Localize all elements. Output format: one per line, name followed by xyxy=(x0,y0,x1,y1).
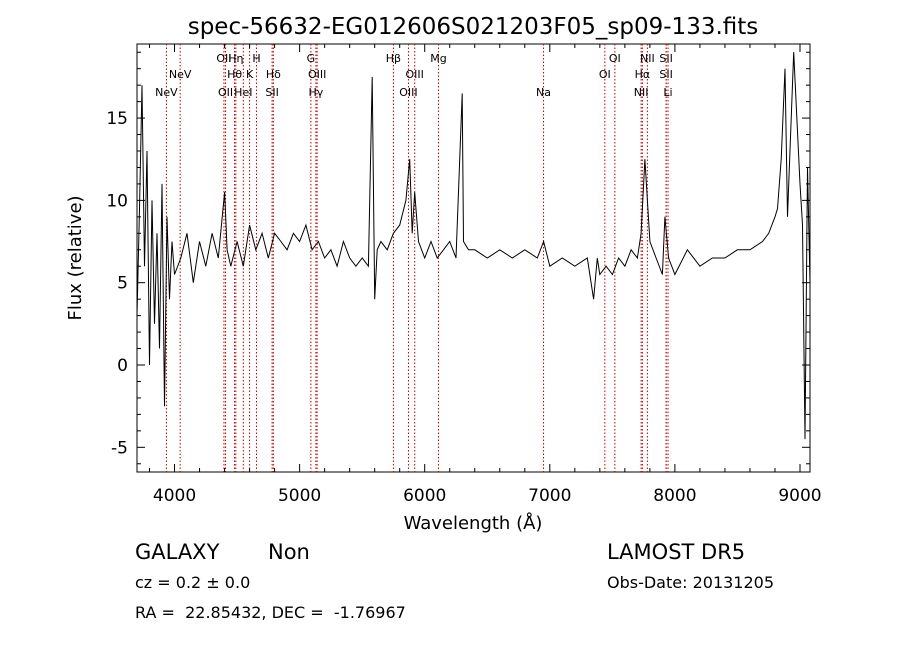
x-axis-ticks: 4000 5000 6000 7000 8000 9000 xyxy=(149,44,822,506)
emission-line-label-13: Hγ xyxy=(308,86,323,99)
emission-line-label-3: OII xyxy=(218,86,233,99)
y-tick-label-3: 10 xyxy=(106,191,128,211)
ra-dec-readout: RA = 22.85432, DEC = -1.76967 xyxy=(135,603,406,622)
emission-line-label-20: OI xyxy=(609,52,621,65)
y-axis-label: Flux (relative) xyxy=(65,195,86,320)
chart-title: spec-56632-EG012606S021203F05_sp09-133.f… xyxy=(188,14,759,40)
plot-frame xyxy=(136,43,811,473)
y-tick-label-4: 15 xyxy=(106,109,128,129)
emission-line-label-5: Hη xyxy=(228,52,243,65)
object-subclass: Non xyxy=(268,540,310,564)
emission-line-label-24: SII xyxy=(659,52,672,65)
emission-line-label-25: SII xyxy=(659,68,672,81)
y-tick-label-2: 5 xyxy=(117,274,128,294)
emission-line-label-11: G xyxy=(307,52,316,65)
y-axis-ticks: -5 0 5 10 15 xyxy=(106,51,810,465)
emission-line-label-0: NeV xyxy=(155,86,178,99)
emission-line-label-9: Hδ xyxy=(266,68,281,81)
x-tick-label-3: 7000 xyxy=(528,486,571,506)
x-tick-label-4: 8000 xyxy=(653,486,696,506)
observation-date: Obs-Date: 20131205 xyxy=(607,573,775,592)
emission-line-label-15: OIII xyxy=(399,86,417,99)
emission-line-label-16: OIII xyxy=(406,68,424,81)
x-tick-label-2: 6000 xyxy=(403,486,446,506)
spectrum-series-line xyxy=(136,52,811,440)
emission-line-label-21: NII xyxy=(634,86,649,99)
survey-name: LAMOST DR5 xyxy=(607,540,746,564)
redshift-readout: cz = 0.2 ± 0.0 xyxy=(135,573,251,592)
emission-line-label-17: Mg xyxy=(430,52,446,65)
emission-line-label-22: Hα xyxy=(635,68,651,81)
emission-line-label-26: Li xyxy=(663,86,672,99)
x-tick-label-0: 4000 xyxy=(153,486,196,506)
emission-line-label-8: H xyxy=(252,52,260,65)
emission-line-label-23: NII xyxy=(640,52,655,65)
x-axis-label: Wavelength (Å) xyxy=(404,512,543,534)
emission-line-label-4: Hθ xyxy=(227,68,242,81)
x-tick-label-1: 5000 xyxy=(278,486,321,506)
emission-line-label-7: K xyxy=(246,68,254,81)
emission-line-labels: NeV NeV OII OII Hθ Hη HeI KH Hδ SII G OIII Hγ Hβ OIII O… xyxy=(155,52,673,99)
object-class: GALAXY xyxy=(135,540,220,564)
emission-line-label-1: NeV xyxy=(169,68,192,81)
emission-line-label-14: Hβ xyxy=(386,52,401,65)
emission-line-label-19: OI xyxy=(599,68,611,81)
emission-line-label-18: Na xyxy=(536,86,551,99)
y-tick-label-0: -5 xyxy=(111,438,128,458)
emission-line-label-2: OII xyxy=(216,52,231,65)
y-tick-label-1: 0 xyxy=(117,356,128,376)
emission-line-label-12: OIII xyxy=(308,68,326,81)
x-tick-label-5: 9000 xyxy=(778,486,821,506)
emission-line-label-6: HeI xyxy=(234,86,252,99)
emission-line-label-10: SII xyxy=(265,86,278,99)
emission-lines xyxy=(165,44,669,472)
